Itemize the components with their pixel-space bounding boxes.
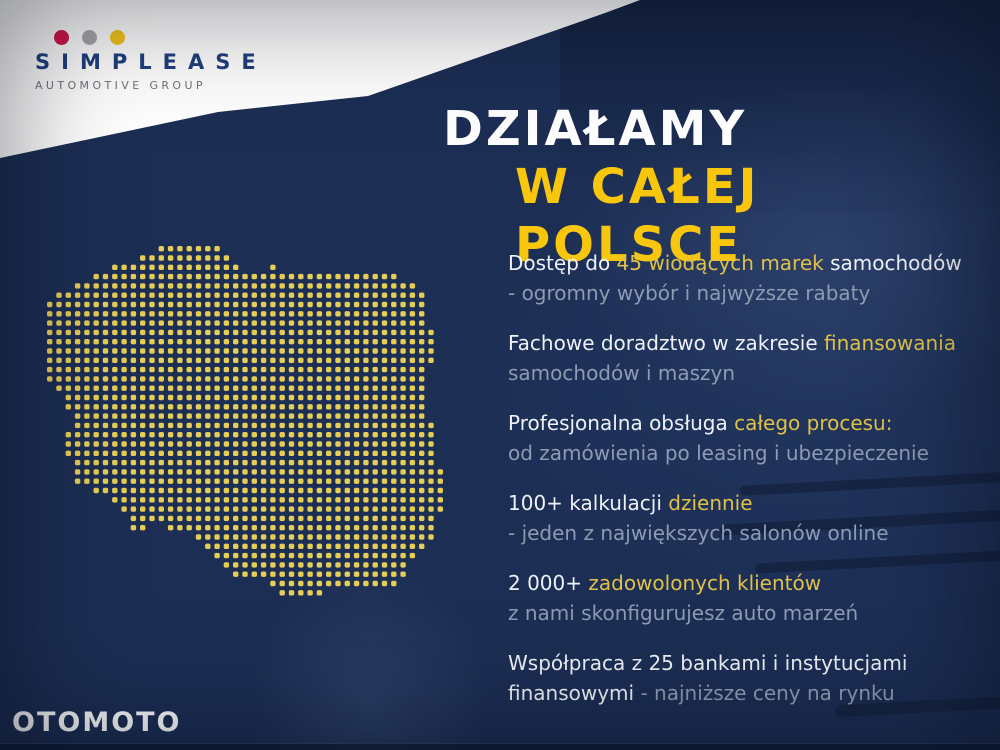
- benefit-text-segment: Profesjonalna obsługa: [508, 411, 735, 435]
- benefit-item: Współpraca z 25 bankami i instytucjami fi…: [508, 648, 978, 708]
- benefit-text-segment: Dostęp do: [508, 251, 617, 275]
- headline: DZIAŁAMY W CAŁEJ POLSCE: [443, 100, 1000, 274]
- benefit-text-segment: samochodów: [823, 251, 962, 275]
- logo-tagline: AUTOMOTIVE GROUP: [35, 79, 206, 92]
- benefit-line1: 2 000+ zadowolonych klientów: [508, 568, 978, 598]
- benefit-text-segment: Współpraca z 25 bankami i instytucjami: [508, 651, 908, 675]
- headline-line2: W CAŁEJ POLSCE: [515, 159, 760, 273]
- benefit-text-segment: od zamówienia po leasing i ubezpieczenie: [508, 441, 929, 465]
- logo-dot-red-icon: [54, 30, 69, 45]
- benefit-text-segment: z nami skonfigurujesz auto marzeń: [508, 601, 859, 625]
- logo-dot-gray-icon: [82, 30, 97, 45]
- benefit-line2: od zamówienia po leasing i ubezpieczenie: [508, 438, 978, 468]
- background-car-photo-highlight: [540, 90, 1000, 430]
- logo-dots-icon: [54, 30, 267, 45]
- benefit-item: Fachowe doradztwo w zakresie finansowani…: [508, 328, 978, 388]
- benefit-text-segment: całego procesu:: [734, 411, 893, 435]
- benefit-item: Profesjonalna obsługa całego procesu: od …: [508, 408, 978, 468]
- benefit-line1: Profesjonalna obsługa całego procesu:: [508, 408, 978, 438]
- headline-line1: DZIAŁAMY: [443, 101, 748, 157]
- background-car-roof-shadow: [560, 0, 1000, 190]
- benefit-item: Dostęp do 45 wiodących marek samochodów -…: [508, 248, 978, 308]
- benefit-text-segment: - najniższe ceny na rynku: [634, 681, 895, 705]
- benefit-text-segment: 100+ kalkulacji: [508, 491, 669, 515]
- benefit-text-segment: finansowania: [824, 331, 956, 355]
- benefit-line2: - ogromny wybór i najwyższe rabaty: [508, 278, 978, 308]
- logo-dot-yellow-icon: [110, 30, 125, 45]
- benefit-text-segment: - ogromny wybór i najwyższe rabaty: [508, 281, 871, 305]
- benefit-text-segment: Fachowe doradztwo w zakresie: [508, 331, 825, 355]
- benefits-list: Dostęp do 45 wiodących marek samochodów -…: [508, 248, 978, 728]
- benefit-line2: samochodów i maszyn: [508, 358, 978, 388]
- benefit-text-segment: zadowolonych klientów: [588, 571, 822, 595]
- benefit-text-segment: samochodów i maszyn: [508, 361, 736, 385]
- simplease-logo: SIMPLEASE AUTOMOTIVE GROUP: [35, 30, 267, 91]
- benefit-text-segment: - jeden z największych salonów online: [508, 521, 889, 545]
- otomoto-logo: OTOMOTO: [12, 707, 182, 738]
- poland-dot-map: [47, 246, 443, 596]
- benefit-text-segment: dziennie: [668, 491, 753, 515]
- benefit-line2: finansowymi - najniższe ceny na rynku: [508, 678, 978, 708]
- benefit-line1: Współpraca z 25 bankami i instytucjami: [508, 648, 978, 678]
- benefit-line1: 100+ kalkulacji dziennie: [508, 488, 978, 518]
- benefit-line1: Fachowe doradztwo w zakresie finansowani…: [508, 328, 978, 358]
- benefit-line2: - jeden z największych salonów online: [508, 518, 978, 548]
- logo-brand-name: SIMPLEASE: [35, 50, 267, 74]
- benefit-line1: Dostęp do 45 wiodących marek samochodów: [508, 248, 978, 278]
- benefit-text-segment: 2 000+: [508, 571, 589, 595]
- bottom-divider: [0, 743, 1000, 750]
- background-car-photo-body: [430, 210, 1000, 630]
- benefit-item: 2 000+ zadowolonych klientów z nami skonf…: [508, 568, 978, 628]
- benefit-text-segment: finansowymi: [508, 681, 635, 705]
- benefit-text-segment: 45 wiodących marek: [616, 251, 824, 275]
- benefit-item: 100+ kalkulacji dziennie - jeden z najwię…: [508, 488, 978, 548]
- benefit-line2: z nami skonfigurujesz auto marzeń: [508, 598, 978, 628]
